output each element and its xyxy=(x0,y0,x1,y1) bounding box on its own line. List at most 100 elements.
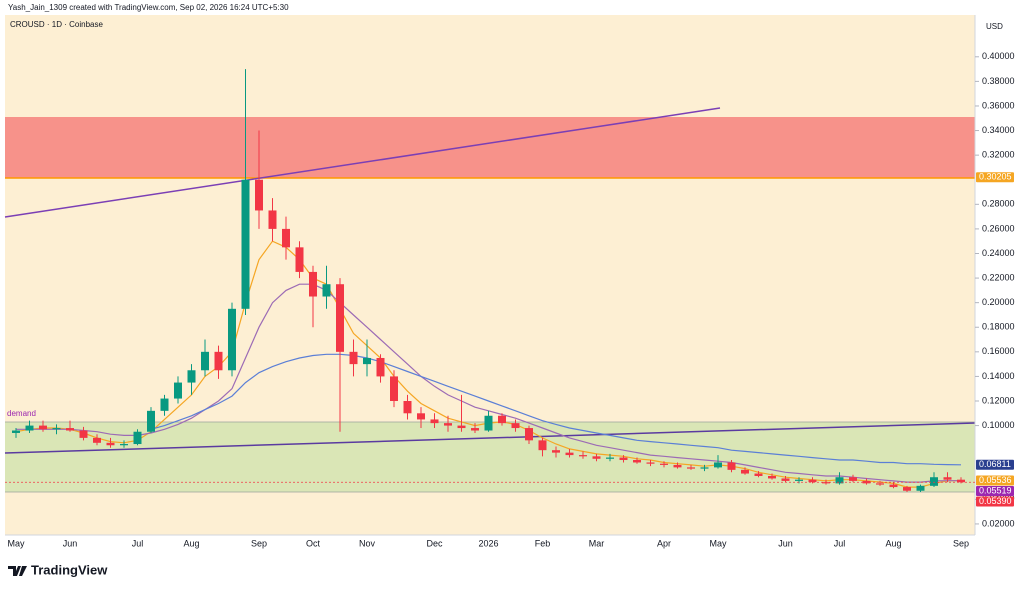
candle-body xyxy=(430,419,439,424)
candle-body xyxy=(835,477,844,484)
candle-body xyxy=(147,410,155,432)
candle-body xyxy=(822,482,830,484)
candle-body xyxy=(606,457,614,459)
price-label: 0.30205 xyxy=(979,172,1012,182)
candle-body xyxy=(579,455,587,457)
x-tick-label: May xyxy=(7,538,25,548)
candle-body xyxy=(714,462,722,468)
candle-body xyxy=(106,442,115,446)
trend-line xyxy=(4,107,721,218)
x-tick-label: Feb xyxy=(535,538,551,548)
candle-body xyxy=(390,376,398,402)
y-tick-label: 0.32000 xyxy=(982,150,1015,160)
candle-body xyxy=(376,357,385,377)
trend-line xyxy=(4,422,976,454)
price-label-box xyxy=(976,459,1014,470)
candle-body xyxy=(349,351,358,365)
candle-body xyxy=(174,382,182,399)
annotation: demand xyxy=(7,409,36,418)
candle-body xyxy=(39,425,47,430)
x-tick-label: Mar xyxy=(589,538,605,548)
candle-body xyxy=(484,415,493,431)
brand-logo xyxy=(8,566,27,576)
candle-body xyxy=(12,430,20,433)
candle-body xyxy=(633,460,641,463)
y-tick-label: 0.16000 xyxy=(982,346,1015,356)
moving-average xyxy=(150,353,962,466)
y-tick-label: 0.20000 xyxy=(982,297,1015,307)
moving-average xyxy=(16,283,961,483)
candle-body xyxy=(187,370,196,383)
x-tick-label: Sep xyxy=(953,538,969,548)
candle-body xyxy=(916,485,925,491)
candle-body xyxy=(93,437,101,443)
x-tick-label: May xyxy=(709,538,727,548)
candle-body xyxy=(160,398,169,411)
x-tick-label: 2026 xyxy=(478,538,498,548)
candle-body xyxy=(808,479,817,483)
price-label-box xyxy=(976,496,1014,507)
candle-body xyxy=(525,428,533,441)
candle-body xyxy=(295,247,304,272)
candle-body xyxy=(241,179,250,309)
candle-body xyxy=(471,428,479,431)
candle-body xyxy=(498,415,506,424)
y-tick-label: 0.12000 xyxy=(982,395,1015,405)
candle-body xyxy=(781,478,790,481)
price-label: 0.05536 xyxy=(979,475,1012,485)
candle-body xyxy=(741,469,749,474)
subtitle: Yash_Jain_1309 created with TradingView.… xyxy=(8,3,289,12)
candle-body xyxy=(876,483,884,485)
candle-body xyxy=(565,452,574,456)
x-tick-label: Dec xyxy=(426,538,443,548)
candle-body xyxy=(889,484,898,488)
candle-body xyxy=(943,477,952,480)
x-tick-label: Nov xyxy=(359,538,376,548)
y-tick-label: 0.24000 xyxy=(982,248,1015,258)
price-label: 0.05390 xyxy=(979,496,1012,506)
y-tick-label: 0.18000 xyxy=(982,322,1015,332)
candle-body xyxy=(673,464,682,468)
x-tick-label: Apr xyxy=(657,538,671,548)
candle-body xyxy=(619,457,628,461)
candle-body xyxy=(849,477,857,481)
candle-body xyxy=(214,351,223,371)
y-tick-label: 0.28000 xyxy=(982,199,1015,209)
candle-body xyxy=(795,479,803,481)
marks xyxy=(12,69,965,492)
candle-body xyxy=(403,401,412,414)
candle-body xyxy=(727,462,736,470)
candle-body xyxy=(903,487,911,491)
price-label-box xyxy=(976,172,1014,183)
candle-body xyxy=(282,228,290,248)
x-tick-label: Jun xyxy=(778,538,793,548)
x-tick-label: Jun xyxy=(63,538,78,548)
y-tick-label: 0.36000 xyxy=(982,100,1015,110)
candle-body xyxy=(309,271,317,297)
candle-body xyxy=(700,467,709,469)
candle-body xyxy=(754,473,763,476)
y-tick-label: 0.38000 xyxy=(982,76,1015,86)
x-tick-label: Sep xyxy=(251,538,267,548)
candle-body xyxy=(511,423,520,429)
candle-body xyxy=(120,444,128,446)
y-tick-label: 0.22000 xyxy=(982,272,1015,282)
candle-body xyxy=(228,308,236,371)
brand: TradingView xyxy=(31,562,108,577)
candle-body xyxy=(417,413,425,420)
price-label-box xyxy=(976,475,1014,486)
x-tick-label: Jul xyxy=(834,538,846,548)
y-tick-label: 0.10000 xyxy=(982,420,1015,430)
candle-body xyxy=(457,425,466,429)
candle-body xyxy=(79,430,88,438)
candle-body xyxy=(930,477,938,486)
x-tick-label: Jul xyxy=(132,538,144,548)
y-tick-label: 0.02000 xyxy=(982,518,1015,528)
y-tick-label: 0.40000 xyxy=(982,51,1015,61)
y-axis-label: USD xyxy=(986,22,1003,31)
candle-body xyxy=(66,428,74,431)
price-label: 0.05519 xyxy=(979,485,1012,495)
candle-body xyxy=(255,179,263,211)
